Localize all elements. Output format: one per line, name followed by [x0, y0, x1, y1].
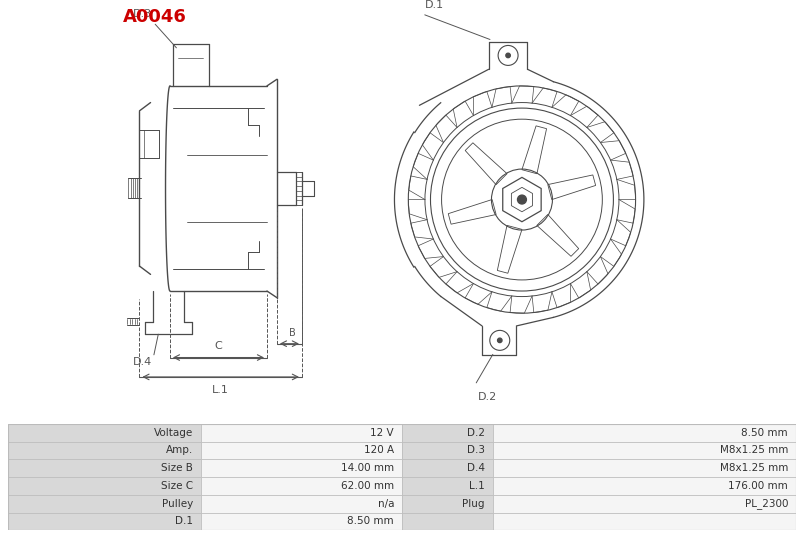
- Bar: [8, 459, 201, 477]
- Bar: [402, 441, 493, 459]
- Text: 12 V: 12 V: [370, 427, 394, 438]
- Circle shape: [518, 195, 526, 204]
- Text: D.4: D.4: [133, 357, 152, 367]
- Text: L.1: L.1: [212, 385, 229, 395]
- Circle shape: [506, 53, 510, 58]
- Text: L.1: L.1: [469, 481, 485, 491]
- Bar: [8, 495, 201, 513]
- Bar: [201, 495, 402, 513]
- Text: D.1: D.1: [425, 0, 444, 10]
- Bar: [402, 477, 493, 495]
- Text: B: B: [289, 328, 295, 338]
- Bar: [201, 459, 402, 477]
- Text: D.2: D.2: [466, 427, 485, 438]
- Bar: [402, 459, 493, 477]
- Bar: [493, 424, 796, 441]
- Text: 62.00 mm: 62.00 mm: [341, 481, 394, 491]
- Text: Size B: Size B: [162, 463, 193, 473]
- Bar: [402, 424, 493, 441]
- Text: D.2: D.2: [478, 392, 497, 402]
- Bar: [8, 513, 201, 530]
- Bar: [493, 513, 796, 530]
- Text: D.4: D.4: [466, 463, 485, 473]
- Bar: [8, 424, 201, 441]
- Bar: [201, 441, 402, 459]
- Bar: [493, 495, 796, 513]
- Bar: [201, 477, 402, 495]
- Bar: [402, 513, 493, 530]
- Text: M8x1.25 mm: M8x1.25 mm: [720, 446, 788, 455]
- Text: 14.00 mm: 14.00 mm: [341, 463, 394, 473]
- Text: Amp.: Amp.: [166, 446, 193, 455]
- Text: 120 A: 120 A: [364, 446, 394, 455]
- Circle shape: [498, 338, 502, 343]
- Text: D.3: D.3: [466, 446, 485, 455]
- Text: D.3: D.3: [133, 9, 152, 19]
- Text: 176.00 mm: 176.00 mm: [728, 481, 788, 491]
- Text: n/a: n/a: [378, 499, 394, 508]
- Text: Size C: Size C: [161, 481, 193, 491]
- Bar: [8, 477, 201, 495]
- Text: C: C: [214, 341, 222, 351]
- Text: Voltage: Voltage: [154, 427, 193, 438]
- Text: 8.50 mm: 8.50 mm: [347, 516, 394, 527]
- Bar: [493, 441, 796, 459]
- Bar: [201, 513, 402, 530]
- Text: 8.50 mm: 8.50 mm: [742, 427, 788, 438]
- Bar: [493, 459, 796, 477]
- Text: A0046: A0046: [123, 9, 187, 26]
- Text: D.1: D.1: [175, 516, 193, 527]
- Text: Pulley: Pulley: [162, 499, 193, 508]
- Bar: [402, 495, 493, 513]
- Bar: [493, 477, 796, 495]
- Text: PL_2300: PL_2300: [745, 498, 788, 509]
- Text: Plug: Plug: [462, 499, 485, 508]
- Bar: [201, 424, 402, 441]
- Text: M8x1.25 mm: M8x1.25 mm: [720, 463, 788, 473]
- Bar: [8, 441, 201, 459]
